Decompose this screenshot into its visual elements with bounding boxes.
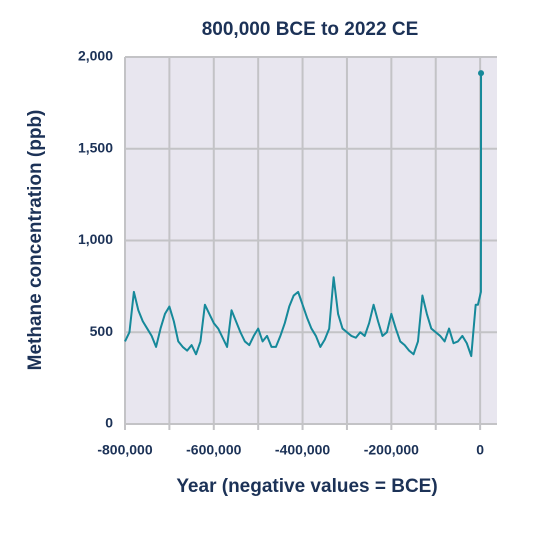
x-tick-label: -200,000 bbox=[364, 442, 419, 458]
x-tick-label: -800,000 bbox=[97, 442, 152, 458]
y-tick-label: 2,000 bbox=[78, 48, 113, 64]
end-point bbox=[478, 70, 485, 77]
y-tick-label: 500 bbox=[90, 323, 114, 339]
chart-title: 800,000 BCE to 2022 CE bbox=[202, 19, 419, 40]
y-tick-label: 1,500 bbox=[78, 139, 113, 155]
line bbox=[124, 73, 483, 358]
y-axis-title: Methane concentration (ppb) bbox=[25, 110, 46, 371]
x-tick-label: 0 bbox=[476, 442, 484, 458]
x-axis-title: Year (negative values = BCE) bbox=[176, 476, 437, 497]
y-tick-label: 1,000 bbox=[78, 231, 113, 247]
y-tick-label: 0 bbox=[105, 415, 113, 431]
x-tick-label: -400,000 bbox=[275, 442, 330, 458]
x-tick-label: -600,000 bbox=[186, 442, 241, 458]
